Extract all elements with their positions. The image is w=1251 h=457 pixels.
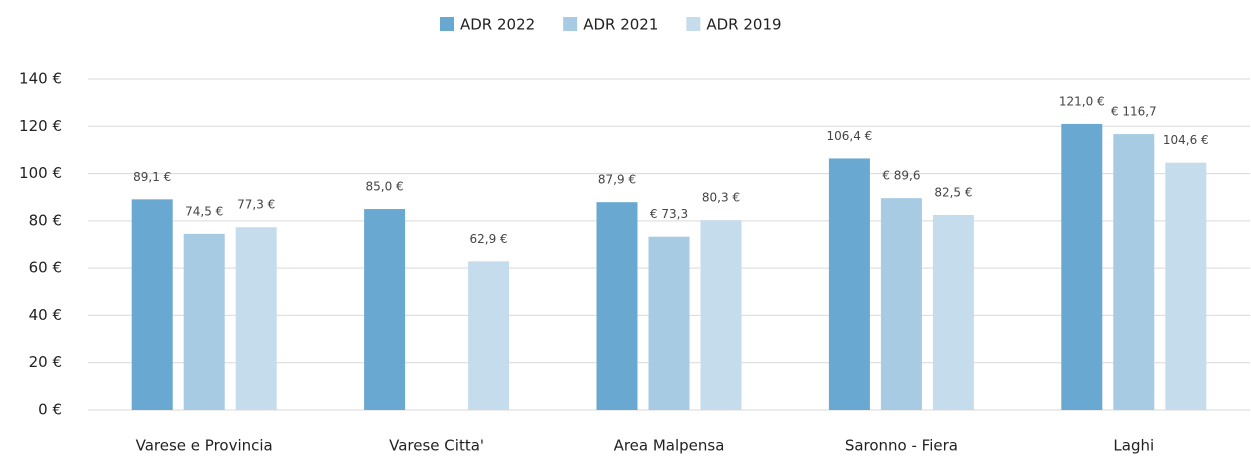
legend-swatch [563,17,578,31]
y-tick-label: 20 € [29,353,62,371]
value-label: € 73,3 [650,207,688,221]
x-tick-label: Saronno - Fiera [845,437,958,455]
value-label: 77,3 € [237,198,275,212]
value-label: € 89,6 [882,169,920,183]
bar [828,158,870,410]
x-tick-label: Varese e Provincia [136,437,273,455]
bar [1165,162,1207,410]
y-tick-label: 0 € [38,401,62,419]
bar [648,236,690,410]
bar [131,199,173,410]
value-label: 87,9 € [598,173,636,187]
value-label: 106,4 € [826,129,872,143]
y-tick-label: 120 € [19,117,62,135]
value-label: 85,0 € [366,180,404,194]
bar [880,198,922,410]
y-tick-label: 60 € [29,259,62,277]
legend-swatch [440,17,454,31]
y-tick-label: 80 € [29,211,62,229]
bar [932,214,974,410]
legend-label: ADR 2019 [706,16,781,34]
value-label: 82,5 € [934,185,972,199]
value-label: 80,3 € [702,191,740,205]
bar [596,202,638,410]
bar [364,209,406,410]
bar [235,227,277,410]
value-label: € 116,7 [1111,105,1157,119]
legend-label: ADR 2021 [583,16,658,34]
value-label: 104,6 € [1163,133,1209,147]
legend-swatch [686,17,701,31]
x-tick-label: Area Malpensa [614,437,725,455]
bar [1113,134,1155,410]
value-label: 62,9 € [470,232,508,246]
bar [468,261,510,410]
x-tick-label: Laghi [1113,437,1154,455]
y-tick-label: 100 € [19,164,62,182]
bar [700,220,742,410]
value-label: 89,1 € [133,170,171,184]
y-tick-label: 140 € [19,70,62,88]
legend-label: ADR 2022 [460,16,535,34]
bar [1061,123,1103,411]
y-tick-label: 40 € [29,306,62,324]
x-tick-label: Varese Citta' [389,437,484,455]
value-label: 74,5 € [185,204,223,218]
value-label: 121,0 € [1059,94,1105,108]
bar [183,233,225,410]
